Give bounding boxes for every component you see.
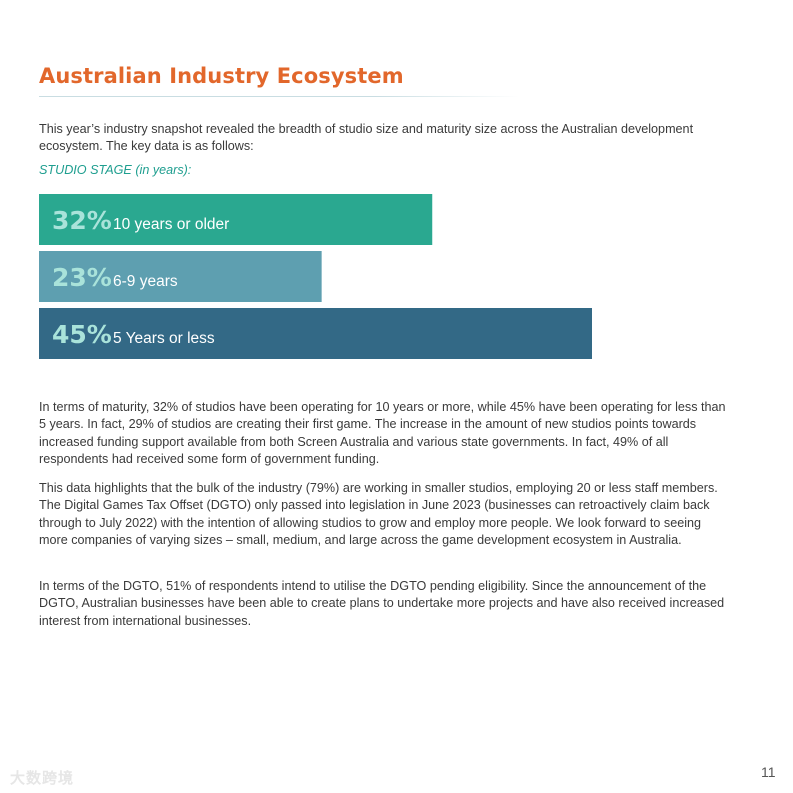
intro-paragraph: This year’s industry snapshot revealed t… bbox=[39, 122, 694, 154]
bar-group-1: 32% 10 years or older bbox=[39, 194, 433, 245]
bar-value-label: 32% bbox=[52, 206, 112, 235]
watermark-logo: 大数跨境 bbox=[10, 770, 75, 787]
bar-group-2: 23% 6-9 years bbox=[39, 251, 322, 302]
page-title: Australian Industry Ecosystem bbox=[39, 64, 404, 88]
bar bbox=[39, 308, 592, 359]
bar-category-label: 10 years or older bbox=[113, 216, 229, 233]
bar bbox=[39, 251, 322, 302]
bar bbox=[39, 194, 433, 245]
bar-category-label: 5 Years or less bbox=[113, 330, 215, 347]
body-paragraph-dgto: In terms of the DGTO, 51% of respondents… bbox=[39, 579, 725, 628]
body-paragraph-maturity: In terms of maturity, 32% of studios hav… bbox=[39, 400, 726, 467]
chart-heading: STUDIO STAGE (in years): bbox=[39, 163, 192, 177]
page-number: 11 bbox=[761, 764, 776, 780]
body-paragraph-industry-size: This data highlights that the bulk of th… bbox=[39, 481, 718, 548]
title-underline bbox=[39, 96, 519, 97]
studio-stage-bar-chart: 32% 10 years or older 23% 6-9 years 45% 5 Yea… bbox=[39, 194, 592, 359]
bar-category-label: 6-9 years bbox=[113, 273, 178, 290]
bar-group-3: 45% 5 Years or less bbox=[39, 308, 592, 359]
bar-value-label: 45% bbox=[52, 320, 112, 349]
bar-value-label: 23% bbox=[52, 263, 112, 292]
